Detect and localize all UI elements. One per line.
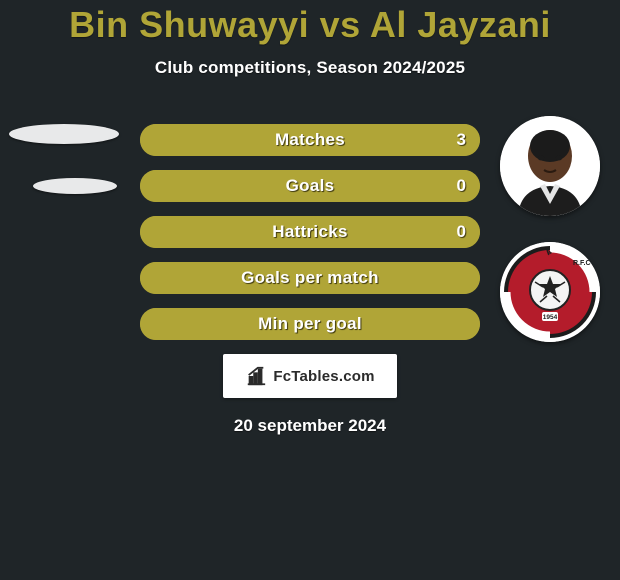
stat-row: Min per goal [140,308,480,340]
stat-label: Hattricks [140,216,480,248]
player2-photo-placeholder [33,178,117,194]
stat-label: Min per goal [140,308,480,340]
player1-photo-placeholder [9,124,119,144]
player-headshot-icon [500,116,600,216]
content-area: A L R.F.C 1954 Matches3Goals0Hattricks0G… [0,124,620,436]
svg-text:1954: 1954 [543,314,558,321]
right-player-column: A L R.F.C 1954 [498,116,602,342]
stat-label: Goals [140,170,480,202]
stats-bars: Matches3Goals0Hattricks0Goals per matchM… [140,124,480,340]
date-text: 20 september 2024 [0,416,620,436]
stat-value-right: 0 [457,216,466,248]
stat-row: Matches3 [140,124,480,156]
left-player-column [5,124,123,194]
stat-value-right: 3 [457,124,466,156]
brand-text: FcTables.com [273,368,374,385]
stat-row: Goals per match [140,262,480,294]
stat-label: Goals per match [140,262,480,294]
stat-row: Hattricks0 [140,216,480,248]
bars-chart-icon [245,365,267,387]
stat-value-right: 0 [457,170,466,202]
stat-label: Matches [140,124,480,156]
club-badge: A L R.F.C 1954 [500,242,600,342]
player-avatar [500,116,600,216]
club-badge-icon: A L R.F.C 1954 [500,242,600,342]
page-title: Bin Shuwayyi vs Al Jayzani [0,0,620,46]
stat-row: Goals0 [140,170,480,202]
subtitle: Club competitions, Season 2024/2025 [0,58,620,78]
brand-box[interactable]: FcTables.com [223,354,397,398]
svg-text:R.F.C: R.F.C [573,260,591,267]
